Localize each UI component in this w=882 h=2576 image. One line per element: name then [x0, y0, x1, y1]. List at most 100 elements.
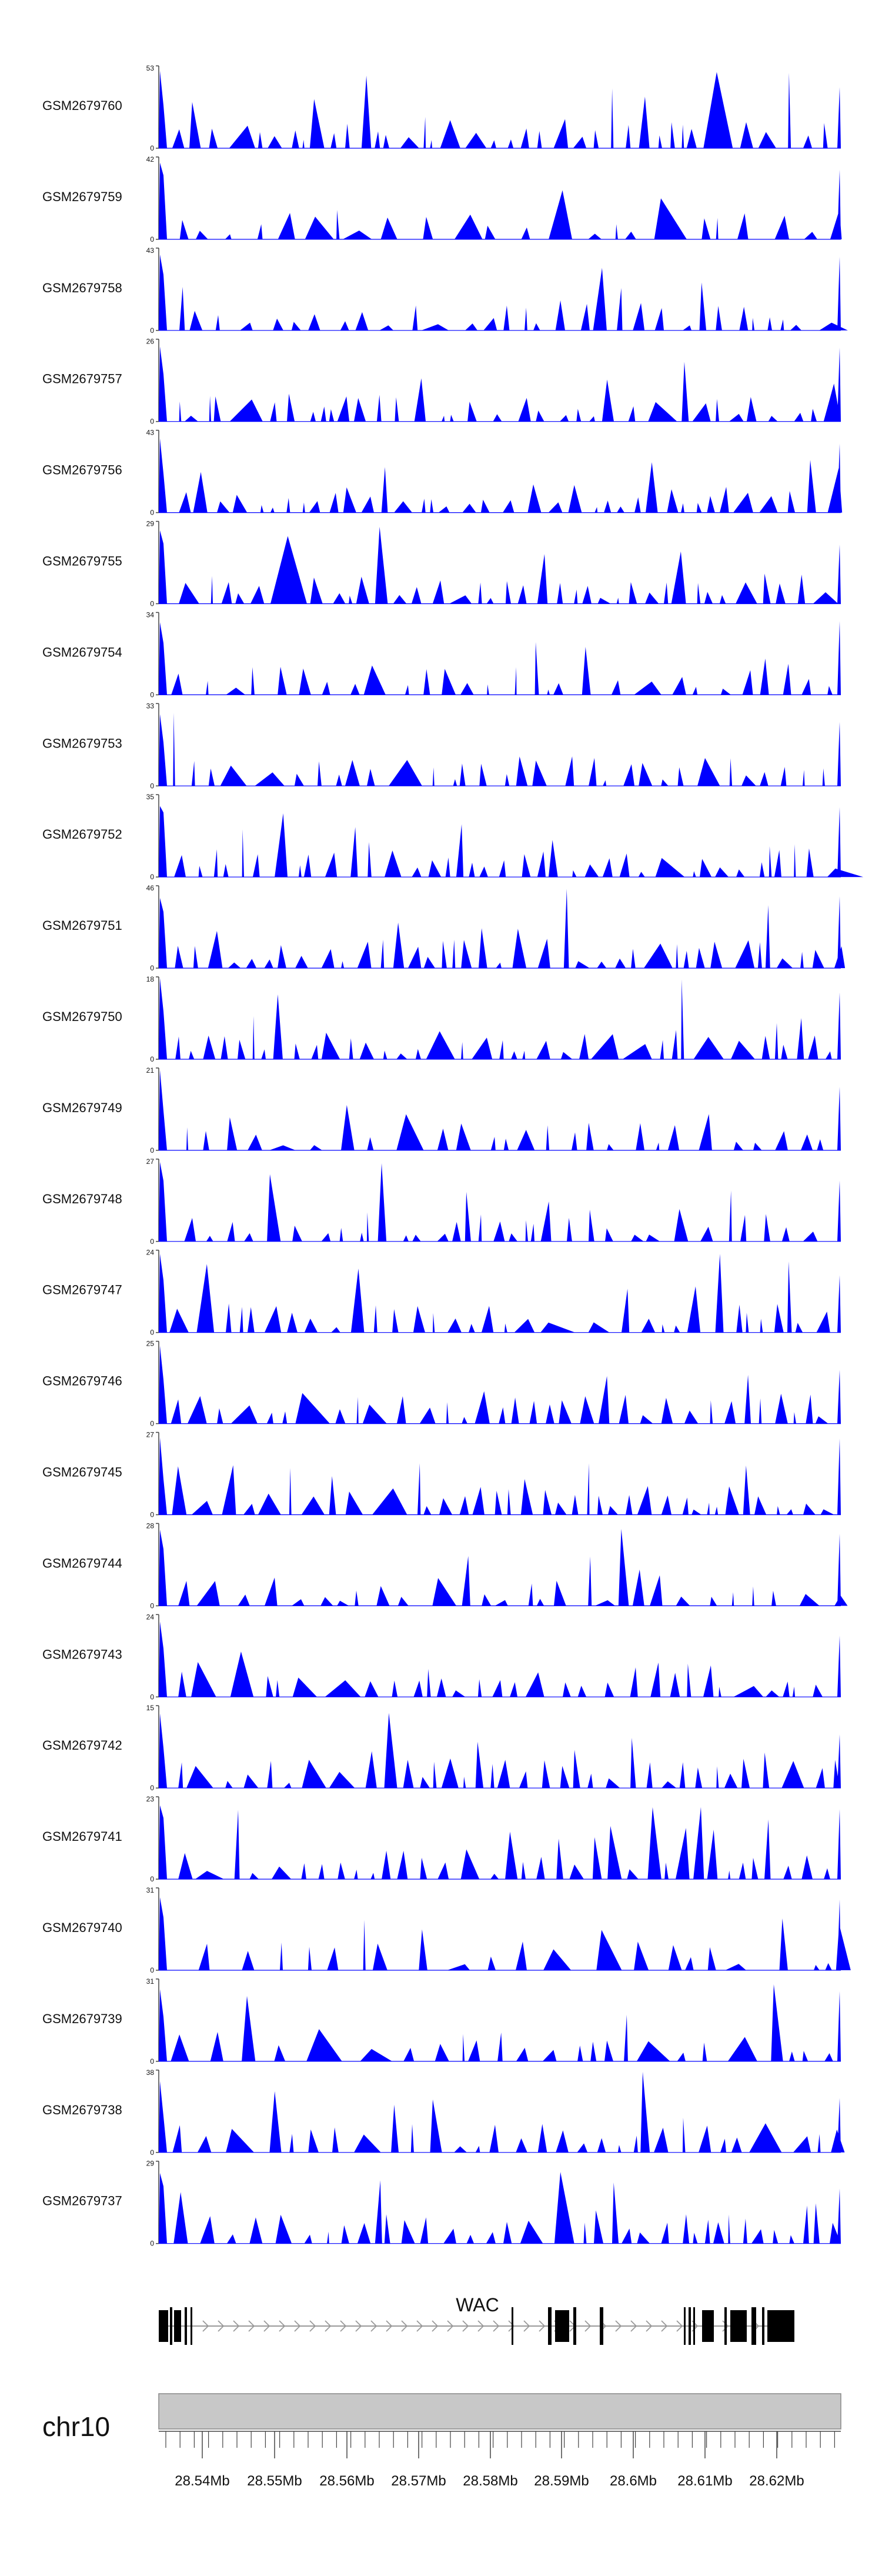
strand-chevron	[630, 2320, 637, 2332]
axis-tick-label: 28.6Mb	[610, 2473, 657, 2489]
axis-tick-label: 28.55Mb	[247, 2473, 302, 2489]
track-ymax-label: 28	[146, 1521, 155, 1530]
coverage-area	[159, 1713, 841, 1788]
coverage-track: GSM2679752 35 0	[42, 793, 864, 881]
strand-chevron	[493, 2320, 500, 2332]
track-ymax-label: 26	[146, 338, 155, 346]
track-label: GSM2679756	[42, 463, 122, 478]
axis-tick-label: 28.62Mb	[749, 2473, 804, 2489]
strand-chevron	[248, 2320, 255, 2332]
track-ymax-label: 31	[146, 1886, 155, 1894]
track-ymin-label: 0	[150, 326, 154, 335]
track-label: GSM2679750	[42, 1009, 122, 1024]
strand-chevron	[309, 2320, 316, 2332]
strand-chevron	[676, 2320, 683, 2332]
coverage-track: GSM2679751 46 0	[42, 884, 846, 972]
track-ymin-label: 0	[150, 1237, 154, 1246]
track-ymin-label: 0	[150, 600, 154, 608]
coverage-area	[159, 1162, 841, 1242]
track-ymax-label: 29	[146, 520, 155, 528]
strand-chevron	[477, 2320, 485, 2332]
gene-exon	[702, 2310, 714, 2342]
axis-tick-label: 28.58Mb	[463, 2473, 517, 2489]
track-ymax-label: 46	[146, 884, 155, 892]
gene-exon	[693, 2307, 695, 2345]
track-label: GSM2679752	[42, 827, 122, 842]
coverage-area	[159, 1621, 841, 1697]
coverage-area	[159, 621, 841, 695]
track-ymax-label: 31	[146, 1977, 155, 1986]
track-ymax-label: 53	[146, 64, 155, 72]
track-ymin-label: 0	[150, 964, 154, 972]
strand-chevron	[294, 2320, 301, 2332]
coverage-area	[159, 1805, 841, 1880]
coverage-area	[159, 806, 864, 877]
coverage-track: GSM2679749 21 0	[42, 1066, 841, 1154]
track-label: GSM2679744	[42, 1556, 122, 1570]
track-ymax-label: 24	[146, 1249, 155, 1257]
track-label: GSM2679745	[42, 1465, 122, 1480]
gene-exon	[170, 2307, 172, 2345]
strand-chevron	[202, 2320, 209, 2332]
coverage-track: GSM2679738 38 0	[42, 2068, 845, 2157]
coverage-area	[159, 712, 841, 786]
track-ymin-label: 0	[150, 2240, 154, 2248]
strand-chevron	[325, 2320, 332, 2332]
strand-chevron	[340, 2320, 347, 2332]
coverage-track: GSM2679740 31 0	[42, 1886, 851, 1974]
gene-exon	[762, 2307, 764, 2345]
strand-chevron	[233, 2320, 240, 2332]
strand-chevron	[508, 2320, 515, 2332]
coverage-area	[159, 1253, 841, 1333]
track-ymax-label: 25	[146, 1340, 155, 1348]
track-label: GSM2679759	[42, 189, 122, 204]
track-label: GSM2679748	[42, 1192, 122, 1206]
track-ymin-label: 0	[150, 2148, 154, 2157]
genomic-axis: 28.54Mb 28.55Mb 28.56Mb 28.57Mb 28.58Mb 28.59…	[159, 2431, 841, 2489]
chromosome-ideogram: chr10	[42, 2393, 841, 2442]
track-label: GSM2679758	[42, 281, 122, 295]
strand-chevron	[646, 2320, 653, 2332]
coverage-track: GSM2679741 23 0	[42, 1795, 841, 1883]
coverage-track: GSM2679739 31 0	[42, 1977, 841, 2066]
track-ymin-label: 0	[150, 1601, 154, 1610]
track-ymax-label: 35	[146, 793, 155, 801]
track-ymin-label: 0	[150, 1329, 154, 1337]
track-ymax-label: 43	[146, 429, 155, 437]
strand-chevron	[370, 2320, 377, 2332]
coverage-area	[159, 1897, 851, 1970]
gene-exon	[191, 2307, 192, 2345]
gene-exon	[174, 2310, 181, 2342]
track-label: GSM2679760	[42, 98, 122, 113]
coverage-area	[159, 526, 841, 604]
track-label: GSM2679755	[42, 554, 122, 569]
coverage-area	[159, 1529, 848, 1606]
track-ymin-label: 0	[150, 1966, 154, 1974]
strand-chevron	[661, 2320, 668, 2332]
track-ymax-label: 27	[146, 1157, 155, 1166]
axis-tick-label: 28.54Mb	[175, 2473, 229, 2489]
track-label: GSM2679751	[42, 918, 122, 933]
coverage-track: GSM2679757 26 0	[42, 338, 841, 426]
gene-exon	[689, 2307, 691, 2345]
axis-tick-label: 28.57Mb	[391, 2473, 446, 2489]
track-label: GSM2679757	[42, 372, 122, 386]
track-ymax-label: 15	[146, 1704, 155, 1712]
chromosome-band	[158, 2393, 841, 2430]
gene-exon	[684, 2307, 686, 2345]
strand-chevron	[447, 2320, 454, 2332]
track-ymin-label: 0	[150, 1511, 154, 1519]
track-label: GSM2679737	[42, 2194, 122, 2208]
track-ymin-label: 0	[150, 2057, 154, 2066]
coverage-tracks: GSM2679760530GSM2679759420GSM2679758430G…	[42, 64, 864, 2248]
gene-model: WAC	[159, 2294, 794, 2345]
track-label: GSM2679743	[42, 1647, 122, 1661]
coverage-area	[159, 978, 841, 1059]
track-label: GSM2679738	[42, 2103, 122, 2117]
strand-chevron	[386, 2320, 393, 2332]
track-ymax-label: 24	[146, 1613, 155, 1621]
coverage-track: GSM2679748 27 0	[42, 1157, 841, 1246]
track-ymax-label: 27	[146, 1431, 155, 1439]
axis-tick-label: 28.56Mb	[319, 2473, 374, 2489]
gene-exon	[724, 2307, 727, 2345]
